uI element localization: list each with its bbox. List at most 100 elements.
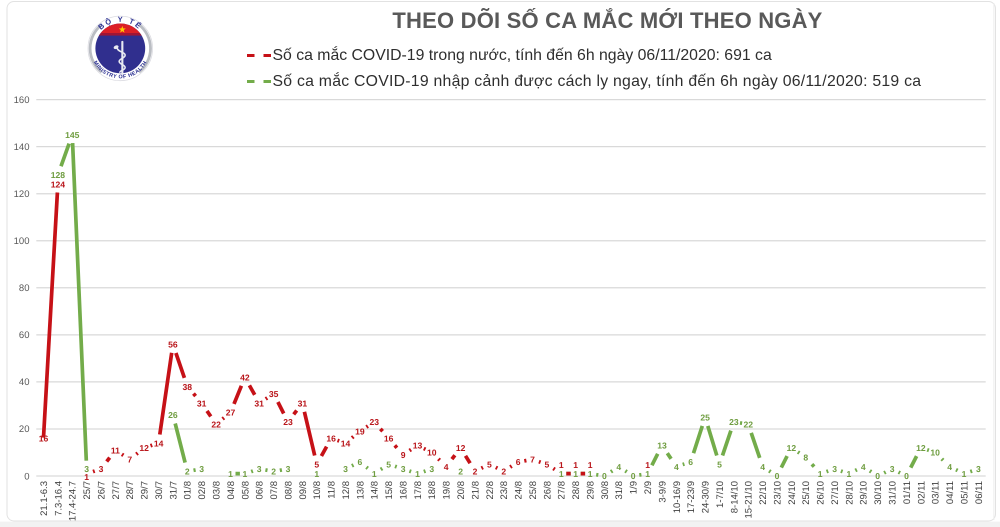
svg-text:1: 1 <box>559 469 564 479</box>
svg-text:13/8: 13/8 <box>355 481 366 500</box>
svg-text:10: 10 <box>427 448 437 458</box>
svg-text:19/8: 19/8 <box>442 481 453 500</box>
svg-text:16: 16 <box>39 434 49 444</box>
svg-text:13: 13 <box>657 441 667 451</box>
svg-text:5: 5 <box>314 459 319 469</box>
svg-text:05/8: 05/8 <box>240 481 251 500</box>
svg-text:17.4-24.7: 17.4-24.7 <box>68 481 79 521</box>
svg-text:21/8: 21/8 <box>470 481 481 500</box>
svg-text:3: 3 <box>286 464 291 474</box>
svg-text:31: 31 <box>197 398 207 408</box>
svg-text:14: 14 <box>154 438 164 448</box>
svg-text:26/7: 26/7 <box>96 481 107 500</box>
svg-text:11/8: 11/8 <box>327 481 338 499</box>
svg-text:03/8: 03/8 <box>212 481 223 500</box>
svg-text:2: 2 <box>271 467 276 477</box>
svg-text:26/10: 26/10 <box>816 481 827 505</box>
svg-text:1: 1 <box>645 469 650 479</box>
svg-text:06/11: 06/11 <box>974 481 985 504</box>
svg-text:22/10: 22/10 <box>758 481 769 505</box>
svg-text:26/8: 26/8 <box>542 481 553 500</box>
svg-text:1-7/10: 1-7/10 <box>715 481 726 508</box>
svg-text:0: 0 <box>875 471 880 481</box>
svg-text:24/8: 24/8 <box>514 481 525 500</box>
svg-text:20: 20 <box>19 424 30 435</box>
svg-text:23/10: 23/10 <box>772 481 783 505</box>
svg-text:3: 3 <box>199 464 204 474</box>
svg-text:16: 16 <box>384 434 394 444</box>
svg-text:4: 4 <box>861 462 866 472</box>
svg-text:09/8: 09/8 <box>298 481 309 500</box>
svg-text:3: 3 <box>429 464 434 474</box>
svg-text:35: 35 <box>269 389 279 399</box>
svg-text:1: 1 <box>243 469 248 479</box>
svg-text:1: 1 <box>314 469 319 479</box>
svg-text:17/8: 17/8 <box>413 481 424 500</box>
svg-text:2/9: 2/9 <box>643 481 654 494</box>
svg-text:80: 80 <box>19 283 30 294</box>
svg-text:11: 11 <box>111 445 120 455</box>
svg-text:21.1-6.3: 21.1-6.3 <box>39 481 50 516</box>
svg-text:1: 1 <box>847 469 852 479</box>
svg-text:5: 5 <box>545 459 550 469</box>
svg-text:12: 12 <box>139 443 149 453</box>
svg-text:08/8: 08/8 <box>283 481 294 500</box>
svg-text:1: 1 <box>645 460 650 470</box>
svg-text:1: 1 <box>228 469 233 479</box>
svg-text:120: 120 <box>14 189 30 200</box>
svg-text:42: 42 <box>240 372 250 382</box>
svg-text:30/8: 30/8 <box>600 481 611 500</box>
svg-text:31/8: 31/8 <box>614 481 625 500</box>
svg-text:12: 12 <box>787 443 797 453</box>
svg-text:7: 7 <box>127 455 132 465</box>
svg-text:0: 0 <box>24 471 29 482</box>
svg-text:10: 10 <box>930 448 940 458</box>
svg-text:27: 27 <box>226 408 236 418</box>
svg-text:56: 56 <box>168 340 178 350</box>
svg-text:6: 6 <box>688 457 693 467</box>
svg-text:31/7: 31/7 <box>168 481 179 500</box>
svg-text:8: 8 <box>803 452 808 462</box>
svg-text:31: 31 <box>254 398 264 408</box>
svg-text:22: 22 <box>744 419 754 429</box>
svg-text:19: 19 <box>355 427 365 437</box>
svg-text:1: 1 <box>84 472 89 482</box>
svg-text:22/8: 22/8 <box>485 481 496 500</box>
svg-text:02/11: 02/11 <box>916 481 927 504</box>
svg-text:16: 16 <box>326 434 336 444</box>
svg-text:1: 1 <box>588 460 593 470</box>
svg-text:9: 9 <box>401 450 406 460</box>
svg-text:25/8: 25/8 <box>528 481 539 500</box>
svg-text:28/8: 28/8 <box>571 481 582 500</box>
svg-text:5: 5 <box>487 459 492 469</box>
svg-text:28/7: 28/7 <box>125 481 136 500</box>
svg-text:30/7: 30/7 <box>154 481 165 500</box>
svg-text:12: 12 <box>916 443 926 453</box>
svg-text:1: 1 <box>415 469 420 479</box>
svg-text:01/8: 01/8 <box>183 481 194 500</box>
svg-text:24-30/9: 24-30/9 <box>701 481 712 513</box>
svg-text:145: 145 <box>65 130 80 140</box>
svg-text:1: 1 <box>372 469 377 479</box>
svg-text:3: 3 <box>976 464 981 474</box>
svg-text:6: 6 <box>358 457 363 467</box>
svg-text:27/10: 27/10 <box>830 481 841 505</box>
svg-text:3: 3 <box>890 464 895 474</box>
svg-text:7: 7 <box>530 455 535 465</box>
svg-text:3-9/9: 3-9/9 <box>657 481 668 503</box>
svg-text:140: 140 <box>14 142 30 153</box>
svg-text:23: 23 <box>370 417 380 427</box>
svg-text:0: 0 <box>631 471 636 481</box>
svg-text:0: 0 <box>602 471 607 481</box>
svg-text:2: 2 <box>473 467 478 477</box>
svg-text:25/7: 25/7 <box>82 481 93 500</box>
svg-text:25: 25 <box>700 412 710 422</box>
svg-text:2: 2 <box>501 467 506 477</box>
svg-text:15-21/10: 15-21/10 <box>744 481 755 519</box>
svg-text:1: 1 <box>588 469 593 479</box>
svg-text:3: 3 <box>401 464 406 474</box>
svg-text:10-16/9: 10-16/9 <box>672 481 683 513</box>
svg-text:27/7: 27/7 <box>111 481 122 500</box>
svg-text:17-23/9: 17-23/9 <box>686 481 697 513</box>
svg-text:29/7: 29/7 <box>140 481 151 500</box>
